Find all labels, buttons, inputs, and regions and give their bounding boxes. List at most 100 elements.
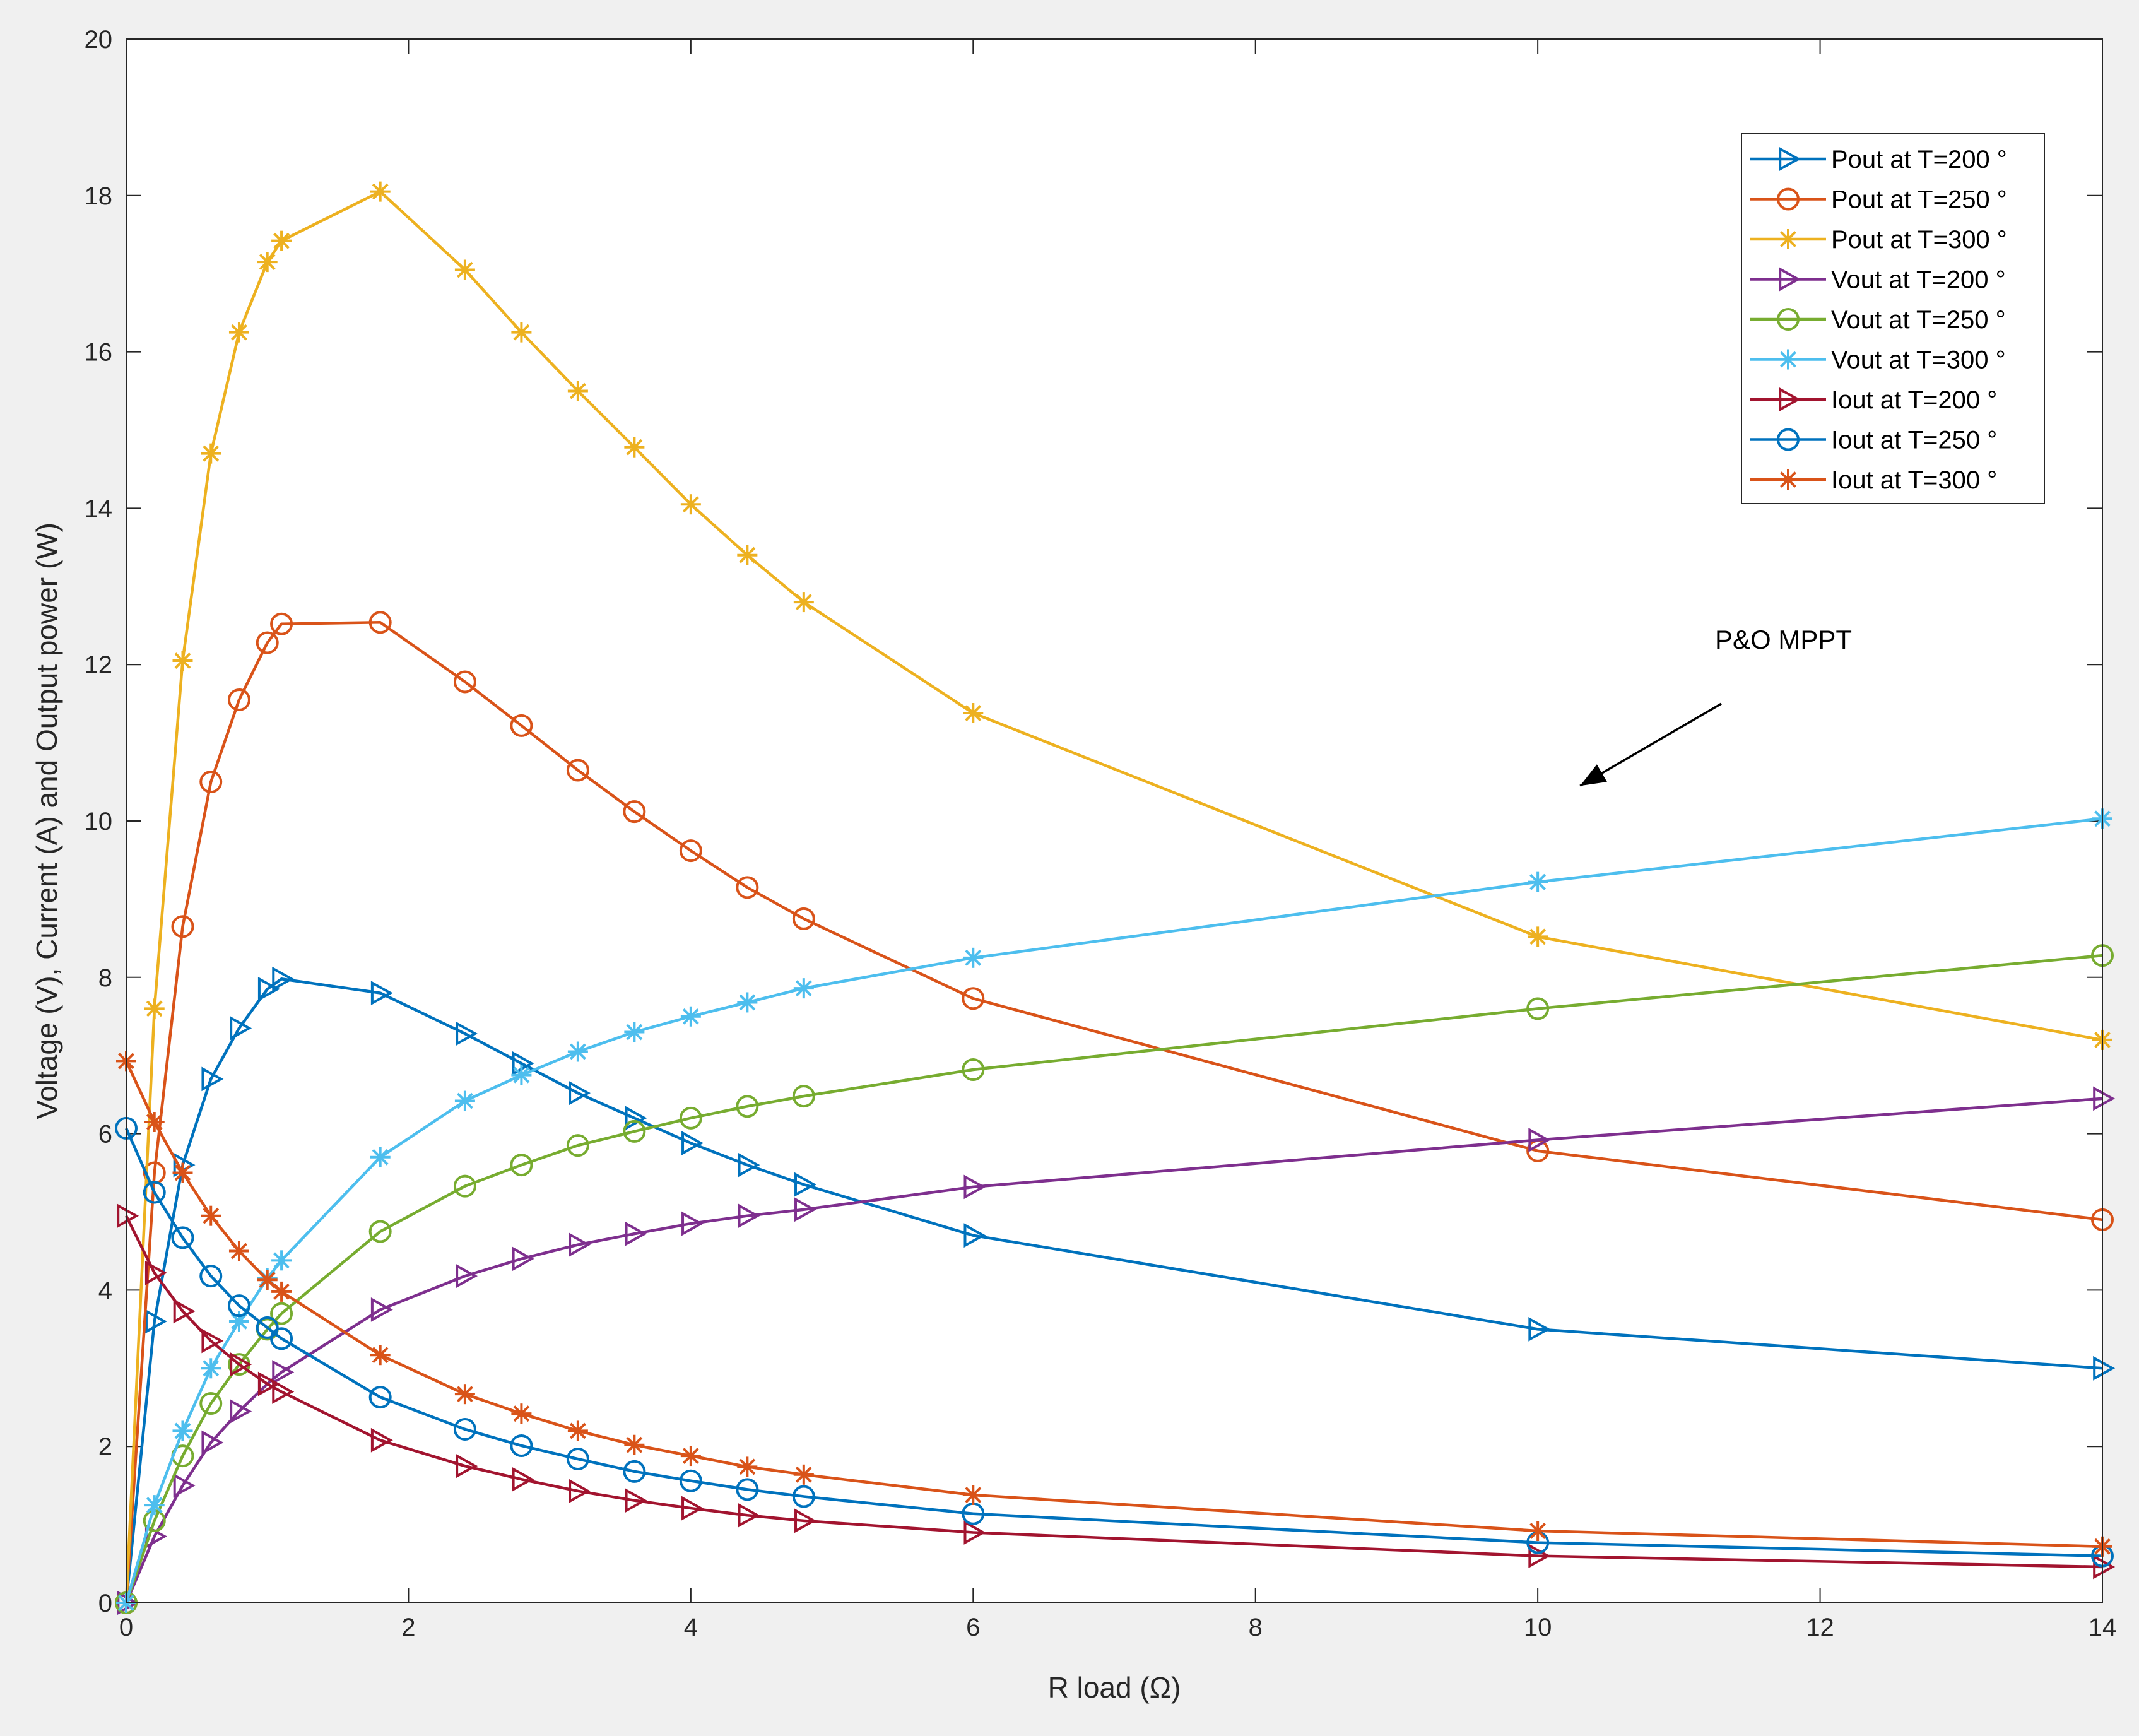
data-point [567, 381, 588, 401]
legend-entry: Pout at T=200 ° [1750, 146, 2007, 174]
data-point [569, 1080, 591, 1106]
data-point [680, 1446, 701, 1467]
series-8 [116, 1051, 2112, 1557]
data-point [453, 670, 476, 694]
data-point [201, 1328, 224, 1354]
data-point [512, 1467, 534, 1492]
data-point [456, 1263, 478, 1289]
legend-entry: Vout at T=250 ° [1750, 306, 2006, 334]
data-point [624, 1022, 645, 1042]
data-point [681, 1496, 704, 1521]
y-tick-label: 12 [85, 651, 113, 679]
plot-frame [126, 38, 2103, 1603]
data-point [1528, 1521, 1548, 1542]
data-point [736, 1478, 759, 1501]
legend-marker [1777, 308, 1800, 331]
data-point [201, 1430, 224, 1455]
data-point [624, 1434, 645, 1455]
x-tick-label: 12 [1806, 1614, 1834, 1641]
series-line [124, 190, 2103, 1603]
data-point [2093, 1554, 2116, 1580]
data-point [228, 322, 249, 343]
data-point [623, 1119, 646, 1143]
data-point [1528, 1544, 1551, 1569]
data-point [201, 1358, 221, 1379]
data-point [624, 437, 645, 458]
y-tick-label: 4 [98, 1277, 112, 1304]
legend-marker [1778, 349, 1798, 370]
data-point [793, 592, 814, 613]
data-point [680, 494, 701, 515]
data-point [272, 966, 295, 991]
data-point [270, 1302, 293, 1325]
data-point [794, 1172, 816, 1197]
data-point [736, 1095, 759, 1118]
data-point [172, 651, 193, 671]
data-point [368, 1386, 392, 1409]
data-point [792, 1085, 815, 1108]
data-point [171, 915, 194, 938]
y-tick-label: 20 [85, 26, 113, 54]
y-tick-label: 8 [98, 964, 112, 992]
data-point [454, 1384, 475, 1405]
data-point [368, 1220, 392, 1243]
data-point [144, 1260, 167, 1285]
y-tick-label: 16 [85, 339, 113, 367]
data-point [270, 1327, 293, 1350]
data-point [566, 759, 589, 782]
legend-entry: Iout at T=200 ° [1750, 386, 1997, 414]
legend-marker [1777, 428, 1800, 451]
legend-entry: Vout at T=200 ° [1750, 266, 2006, 294]
data-point [370, 1345, 391, 1366]
legend-marker [1779, 267, 1801, 292]
series-line [124, 817, 2103, 1603]
data-point [272, 1360, 295, 1385]
data-point [623, 1460, 646, 1483]
data-point [1528, 1316, 1551, 1342]
data-point [272, 1379, 295, 1404]
data-point [679, 1106, 702, 1130]
data-point [679, 839, 702, 863]
series-6 [117, 1203, 2116, 1580]
series-line [124, 977, 2103, 1603]
series-2 [116, 181, 2112, 1613]
data-point [737, 992, 758, 1013]
data-point [256, 1316, 279, 1339]
data-point [199, 771, 223, 794]
data-point [566, 1448, 589, 1471]
legend-label: Vout at T=250 ° [1831, 306, 2006, 334]
y-tick-label: 0 [98, 1590, 112, 1617]
data-point [736, 876, 759, 899]
data-point [2093, 1086, 2116, 1111]
data-point [625, 1221, 647, 1246]
data-point [625, 1488, 647, 1513]
data-point [738, 1203, 760, 1229]
data-point [144, 998, 165, 1019]
data-point [201, 1066, 224, 1092]
data-point [172, 1162, 193, 1183]
data-point [511, 1403, 532, 1424]
annotation-text: P&O MPPT [1715, 625, 1852, 654]
annotation-arrow-head [1580, 764, 1607, 786]
data-point [144, 1309, 167, 1334]
legend-marker [1777, 187, 1800, 211]
data-point [738, 1503, 760, 1528]
legend-label: Pout at T=300 ° [1831, 226, 2007, 254]
data-point [511, 1065, 532, 1085]
data-point [228, 1241, 249, 1261]
data-point [454, 259, 475, 280]
data-point [257, 252, 278, 273]
data-point [963, 1520, 986, 1545]
data-point [370, 1427, 393, 1453]
data-point [681, 1211, 704, 1236]
data-point [270, 612, 293, 635]
data-point [257, 1371, 280, 1396]
data-point [567, 1420, 588, 1441]
data-point [962, 1058, 985, 1082]
annotation-arrow-shaft [1579, 702, 1722, 787]
data-point [227, 1294, 250, 1318]
data-point [963, 947, 984, 968]
data-point [453, 1174, 476, 1198]
series-line [124, 621, 2103, 1603]
data-point [199, 1392, 223, 1415]
